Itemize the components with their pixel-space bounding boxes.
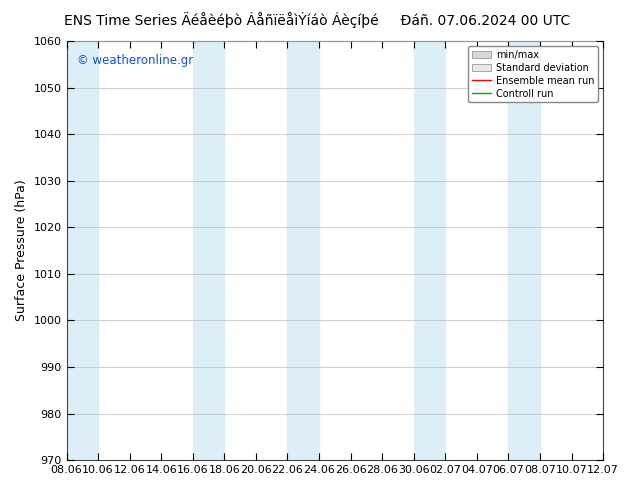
Bar: [193, 41, 224, 460]
Bar: [508, 41, 540, 460]
Bar: [287, 41, 319, 460]
Y-axis label: Surface Pressure (hPa): Surface Pressure (hPa): [15, 180, 28, 321]
Legend: min/max, Standard deviation, Ensemble mean run, Controll run: min/max, Standard deviation, Ensemble me…: [468, 46, 598, 102]
Bar: [414, 41, 445, 460]
Text: © weatheronline.gr: © weatheronline.gr: [77, 53, 193, 67]
Text: ENS Time Series Äéåèéþò ÁåñïëåìÝíáò Áèçíþé     Ðáñ. 07.06.2024 00 UTC: ENS Time Series Äéåèéþò ÁåñïëåìÝíáò Áèçí…: [64, 12, 570, 28]
Bar: [67, 41, 98, 460]
